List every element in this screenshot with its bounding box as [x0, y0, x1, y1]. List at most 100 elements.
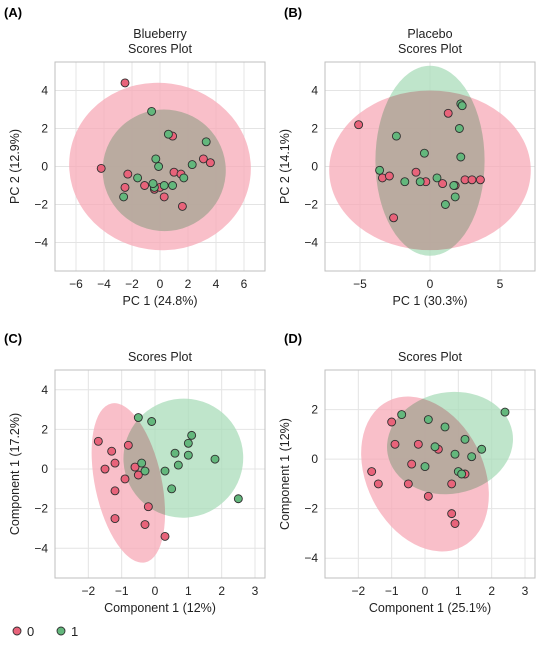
x-tick-label: 5 [497, 277, 504, 291]
confidence-ellipse-group-1 [123, 398, 244, 518]
data-point-group-0 [100, 464, 110, 474]
x-tick-label: 2 [488, 584, 495, 598]
chart-title: Scores Plot [398, 350, 462, 364]
data-point-group-0 [384, 171, 394, 181]
data-point-group-0 [407, 459, 417, 469]
data-point-group-0 [133, 470, 143, 480]
chart-title: Scores Plot [128, 42, 192, 56]
confidence-ellipse-group-1 [102, 109, 226, 232]
x-tick-label: −5 [353, 277, 367, 291]
y-tick-label: 2 [311, 403, 318, 417]
data-point-group-1 [233, 494, 243, 504]
data-point-group-1 [440, 422, 450, 432]
panel-label: (B) [284, 5, 302, 20]
x-tick-label: 0 [152, 584, 159, 598]
data-point-group-0 [403, 479, 413, 489]
y-tick-label: 0 [41, 462, 48, 476]
data-point-group-0 [443, 108, 453, 118]
data-point-group-0 [205, 158, 215, 168]
data-point-group-0 [123, 169, 133, 179]
y-tick-label: 0 [41, 160, 48, 174]
y-tick-label: 4 [311, 84, 318, 98]
data-point-group-0 [467, 175, 477, 185]
data-point-group-1 [163, 129, 173, 139]
x-tick-label: 1 [455, 584, 462, 598]
data-point-group-1 [400, 177, 410, 187]
data-point-group-0 [96, 163, 106, 173]
x-tick-label: 0 [427, 277, 434, 291]
y-tick-label: −2 [304, 198, 318, 212]
data-point-group-0 [411, 167, 421, 177]
x-tick-label: −2 [351, 584, 365, 598]
data-point-group-1 [168, 181, 178, 190]
data-point-group-0 [93, 436, 103, 446]
x-axis-label: Component 1 (12%) [104, 601, 216, 615]
data-point-group-1 [183, 438, 193, 448]
data-point-group-0 [373, 479, 383, 489]
chart-title: Scores Plot [398, 42, 462, 56]
panel-label: (D) [284, 331, 302, 346]
x-tick-label: −4 [97, 277, 111, 291]
chart-title: Placebo [407, 27, 452, 41]
panel-3: (D) Scores Plot −2 −1 0 1 2 3 −4 −2 0 2 Component 1 … [278, 331, 536, 615]
x-axis-label: PC 1 (24.8%) [122, 294, 197, 308]
data-point-group-0 [110, 458, 120, 468]
data-point-group-1 [500, 407, 510, 417]
data-point-group-1 [187, 430, 197, 440]
plot-frame [324, 61, 536, 272]
data-point-group-1 [159, 181, 169, 190]
data-point-group-0 [177, 201, 187, 211]
data-point-group-1 [419, 148, 429, 158]
data-point-group-0 [354, 120, 364, 130]
data-point-group-0 [159, 192, 169, 202]
data-point-group-0 [390, 439, 400, 449]
x-tick-label: 6 [241, 277, 248, 291]
data-point-group-0 [110, 486, 120, 496]
data-point-group-1 [167, 484, 177, 494]
y-tick-label: −2 [34, 198, 48, 212]
x-tick-label: −1 [115, 584, 129, 598]
x-tick-label: −2 [125, 277, 139, 291]
data-point-group-0 [450, 519, 460, 528]
data-point-group-1 [119, 192, 129, 202]
plot-frame [54, 369, 266, 579]
x-axis-label: PC 1 (30.3%) [392, 294, 467, 308]
data-point-group-1 [454, 124, 464, 133]
x-tick-label: 0 [157, 277, 164, 291]
y-tick-label: 4 [41, 383, 48, 397]
data-point-group-1 [147, 417, 157, 426]
data-point-group-1 [160, 466, 170, 476]
data-point-group-1 [432, 173, 442, 183]
data-point-group-1 [391, 131, 401, 141]
y-tick-label: −2 [304, 502, 318, 516]
data-point-group-1 [210, 454, 220, 464]
data-point-group-0 [447, 479, 457, 489]
legend-marker-1 [56, 626, 66, 636]
y-tick-label: 2 [41, 122, 48, 136]
x-tick-label: 0 [422, 584, 429, 598]
panel-label: (A) [4, 5, 22, 20]
x-tick-label: 2 [185, 277, 192, 291]
data-point-group-0 [447, 509, 457, 519]
x-tick-label: 1 [185, 584, 192, 598]
y-axis-label: PC 2 (12.9%) [8, 129, 22, 204]
data-point-group-1 [420, 462, 430, 472]
x-tick-label: −6 [69, 277, 83, 291]
data-point-group-1 [140, 466, 150, 476]
data-point-group-0 [120, 474, 130, 484]
data-point-group-1 [154, 162, 164, 171]
data-point-group-1 [430, 442, 440, 452]
data-point-group-1 [460, 434, 470, 444]
y-axis-label: PC 2 (14.1%) [278, 129, 292, 204]
data-point-group-0 [140, 520, 150, 529]
data-point-group-1 [450, 449, 460, 459]
data-point-group-1 [147, 106, 157, 116]
plot-frame [324, 369, 536, 579]
data-point-group-0 [107, 446, 117, 456]
data-point-group-1 [467, 452, 477, 462]
x-axis-label: Component 1 (25.1%) [369, 601, 491, 615]
data-point-group-1 [415, 177, 425, 187]
y-tick-label: 0 [311, 160, 318, 174]
data-point-group-1 [477, 444, 487, 454]
